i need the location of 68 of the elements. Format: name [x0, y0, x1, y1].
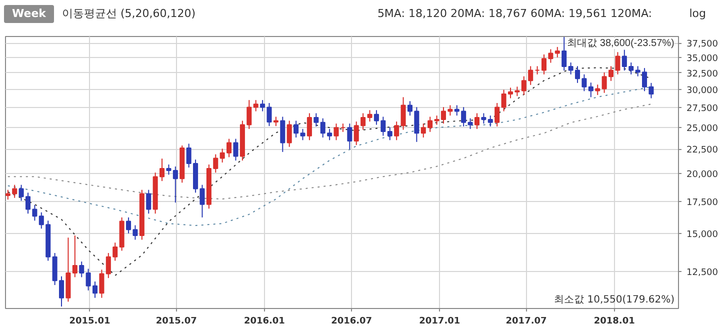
candlestick — [474, 112, 480, 130]
x-tick-label: 2016.01 — [244, 316, 285, 326]
annotation: 최소값 10,550(179.62%) — [554, 294, 675, 306]
candlestick — [286, 120, 292, 148]
candlestick — [347, 123, 352, 150]
candlestick — [58, 276, 64, 308]
chart-title: 이동평균선 (5,20,60,120) — [62, 6, 196, 22]
candlestick — [99, 269, 104, 298]
candlestick — [52, 252, 58, 286]
candlestick — [628, 62, 634, 75]
y-tick-label: 35,000 — [686, 54, 718, 64]
y-tick-label: 30,000 — [686, 86, 718, 96]
text: 5MA: 18,120 20MA: 18,767 60MA: 19,561 120MA: — [377, 6, 652, 22]
candlestick — [468, 118, 473, 130]
x-tick-label: 2017.07 — [506, 316, 547, 326]
candlestick — [400, 96, 406, 130]
candlestick — [306, 112, 312, 141]
candlestick — [554, 46, 560, 58]
candlestick — [18, 184, 24, 202]
candlestick — [226, 138, 232, 158]
candlestick — [635, 66, 640, 77]
y-tick-label: 37,500 — [686, 40, 718, 50]
y-tick-label: 27,500 — [686, 104, 718, 114]
x-tick-label: 2015.01 — [69, 316, 110, 326]
candlestick — [172, 166, 178, 204]
y-tick-label: 22,500 — [686, 146, 718, 156]
x-tick-label: 2017.01 — [419, 316, 460, 326]
x-tick-label: 2016.07 — [331, 316, 372, 326]
candlestick — [622, 49, 627, 72]
candlestick — [220, 148, 225, 164]
candlestick — [648, 82, 654, 99]
y-tick-label: 12,500 — [686, 268, 718, 278]
candlestick — [501, 89, 506, 112]
candlestick — [233, 138, 238, 162]
candlestick — [548, 48, 554, 64]
candlestick — [253, 100, 258, 112]
candlestick — [314, 112, 319, 127]
candlestick — [72, 234, 78, 278]
line-series — [7, 104, 652, 200]
x-tick-label: 2018.01 — [594, 316, 635, 326]
candlestick — [588, 82, 594, 98]
candlestick — [394, 121, 400, 141]
y-tick-label: 15,000 — [686, 230, 718, 240]
candlestick — [280, 116, 286, 152]
annotation: 최대값 38,600(-23.57%) — [567, 38, 674, 50]
candlestick — [387, 126, 392, 141]
y-tick-label: 25,000 — [686, 124, 718, 134]
y-tick-label: 32,500 — [686, 69, 718, 80]
text: Week — [4, 5, 54, 23]
candlestick — [488, 115, 493, 127]
candlestick — [79, 261, 84, 278]
candlestick — [146, 189, 152, 214]
candlestick — [166, 164, 172, 176]
candlestick — [273, 116, 278, 127]
y-tick-label: 17,500 — [686, 198, 718, 208]
x-tick-label: 2015.07 — [156, 316, 197, 326]
candlestick — [494, 102, 500, 127]
candlestick — [481, 112, 486, 124]
candlestick — [367, 110, 372, 122]
y-tick-label: 20,000 — [686, 170, 718, 180]
candlestick — [334, 123, 339, 141]
candlestick — [186, 143, 192, 168]
candlestick — [595, 84, 600, 96]
candlestick — [213, 154, 218, 174]
candlestick — [562, 36, 567, 72]
text: log — [689, 6, 706, 22]
candlestick — [541, 54, 547, 75]
candlestick — [642, 68, 648, 92]
